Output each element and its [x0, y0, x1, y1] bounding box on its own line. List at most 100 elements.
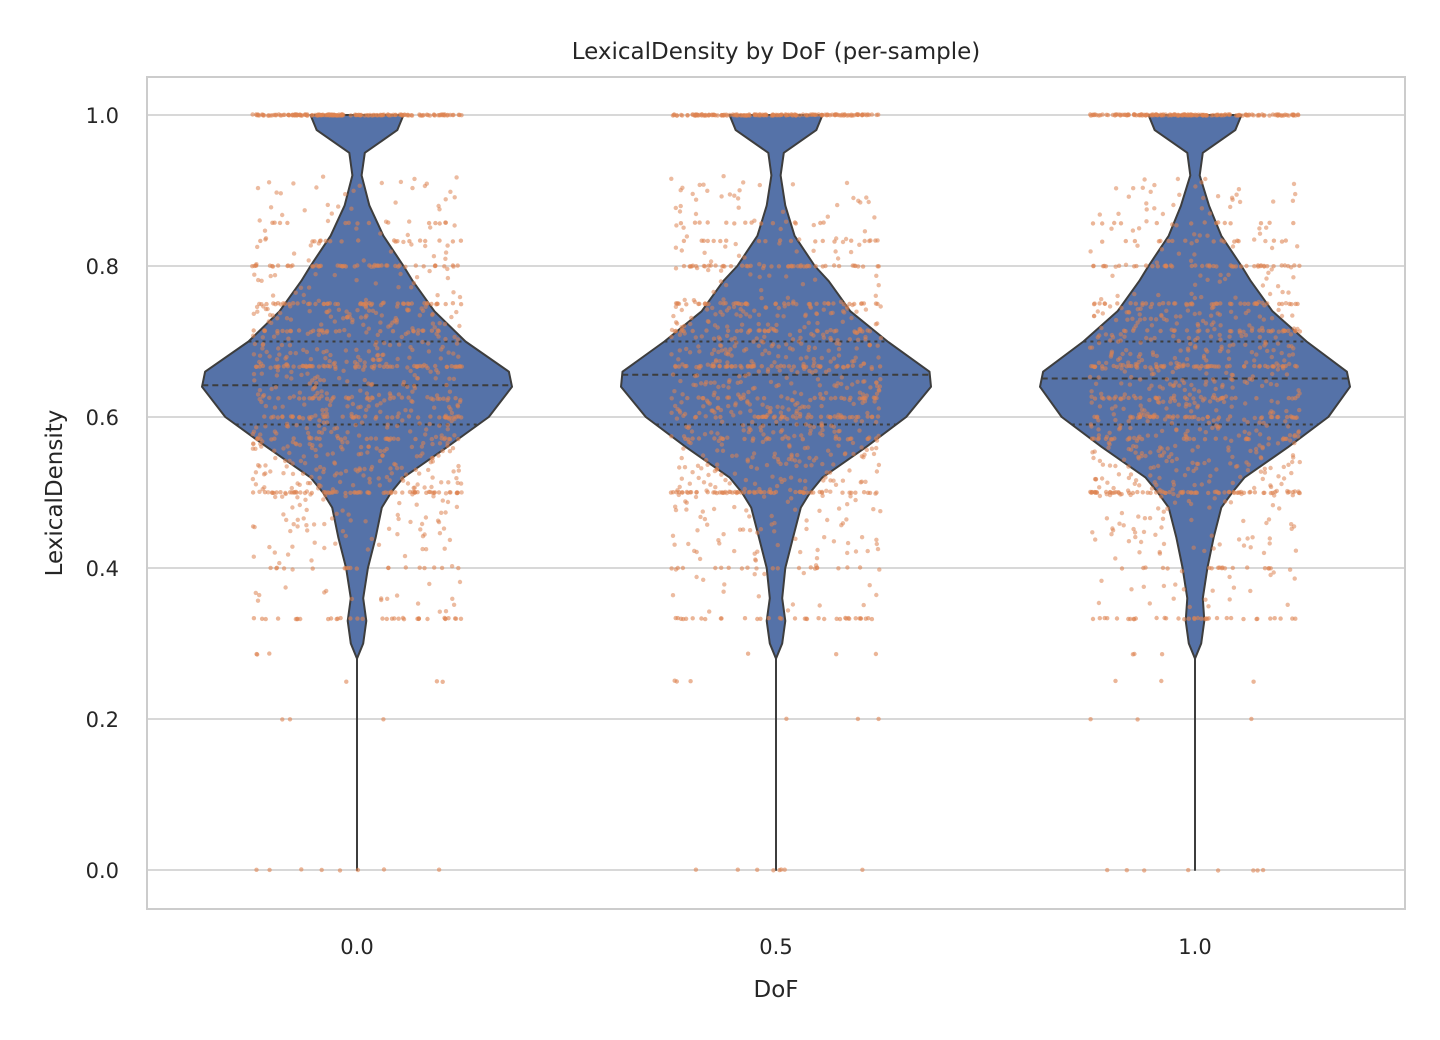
strip-point — [1201, 195, 1206, 201]
strip-point — [363, 305, 369, 310]
strip-point — [1128, 492, 1133, 498]
strip-point — [316, 241, 321, 246]
strip-point — [1093, 490, 1098, 495]
strip-point — [796, 565, 802, 571]
strip-point — [294, 423, 299, 428]
strip-point — [454, 341, 460, 346]
strip-point — [1251, 679, 1256, 684]
strip-point — [444, 382, 449, 388]
strip-point — [1245, 468, 1251, 473]
strip-point — [808, 305, 813, 310]
strip-point — [1230, 480, 1236, 486]
strip-point — [1237, 112, 1243, 118]
strip-point — [381, 300, 386, 305]
strip-point — [732, 471, 738, 476]
strip-point — [1126, 464, 1131, 469]
strip-point — [694, 574, 699, 580]
strip-point — [851, 451, 856, 457]
strip-point — [755, 396, 760, 401]
strip-point — [812, 395, 817, 401]
strip-point — [677, 484, 682, 490]
strip-point — [681, 225, 686, 230]
strip-point — [415, 415, 421, 420]
strip-point — [1227, 328, 1233, 334]
strip-point — [325, 452, 330, 457]
strip-point — [325, 301, 330, 306]
strip-point — [876, 355, 881, 360]
strip-point — [818, 414, 824, 419]
strip-point — [250, 446, 256, 451]
strip-point — [305, 430, 311, 436]
strip-point — [359, 112, 364, 118]
strip-point — [739, 566, 745, 571]
strip-point — [1186, 348, 1191, 353]
strip-point — [765, 412, 770, 418]
strip-point — [394, 593, 400, 598]
strip-point — [1260, 867, 1266, 873]
strip-point — [1171, 334, 1176, 339]
strip-point — [335, 435, 341, 441]
strip-point — [1258, 221, 1264, 226]
strip-point — [346, 220, 351, 225]
strip-point — [434, 679, 440, 684]
strip-point — [1208, 473, 1213, 479]
strip-point — [443, 336, 448, 342]
strip-point — [866, 199, 871, 205]
strip-point — [430, 455, 435, 461]
strip-point — [1210, 588, 1215, 593]
strip-point — [1110, 273, 1115, 278]
strip-point — [304, 426, 309, 431]
strip-point — [302, 402, 307, 407]
strip-point — [318, 443, 323, 448]
strip-point — [319, 322, 324, 327]
strip-point — [340, 440, 345, 445]
strip-point — [363, 315, 368, 320]
strip-point — [672, 389, 677, 394]
strip-point — [259, 616, 265, 621]
strip-point — [764, 113, 769, 118]
strip-point — [398, 179, 404, 185]
strip-point — [1230, 565, 1236, 571]
strip-point — [1290, 198, 1296, 203]
strip-point — [367, 490, 372, 496]
strip-point — [388, 466, 393, 471]
strip-point — [1152, 113, 1157, 118]
strip-point — [313, 447, 318, 453]
strip-point — [853, 497, 858, 503]
strip-point — [847, 337, 852, 342]
strip-point — [409, 301, 414, 306]
strip-point — [1262, 566, 1268, 571]
strip-point — [1090, 450, 1095, 455]
strip-point — [263, 616, 268, 622]
strip-point — [1217, 348, 1223, 354]
strip-point — [415, 601, 421, 606]
strip-point — [727, 112, 732, 118]
strip-point — [669, 176, 674, 181]
strip-point — [757, 328, 762, 333]
strip-point — [680, 185, 685, 190]
strip-point — [1107, 442, 1112, 447]
strip-point — [436, 519, 442, 525]
strip-point — [382, 398, 387, 403]
strip-point — [1089, 364, 1094, 369]
strip-point — [745, 565, 750, 570]
strip-point — [253, 470, 259, 475]
strip-point — [1094, 112, 1099, 118]
strip-point — [694, 489, 699, 495]
strip-point — [1291, 181, 1297, 187]
strip-point — [289, 376, 294, 381]
strip-point — [430, 459, 435, 464]
strip-point — [1168, 399, 1173, 404]
strip-point — [1250, 535, 1255, 540]
strip-point — [431, 254, 437, 259]
strip-point — [752, 308, 757, 313]
strip-point — [742, 113, 747, 118]
strip-point — [1173, 582, 1178, 587]
strip-point — [267, 312, 273, 318]
strip-point — [1115, 293, 1120, 299]
strip-point — [1121, 457, 1127, 462]
strip-point — [272, 550, 277, 555]
strip-point — [1189, 291, 1194, 296]
strip-point — [355, 221, 360, 226]
strip-point — [673, 567, 679, 572]
